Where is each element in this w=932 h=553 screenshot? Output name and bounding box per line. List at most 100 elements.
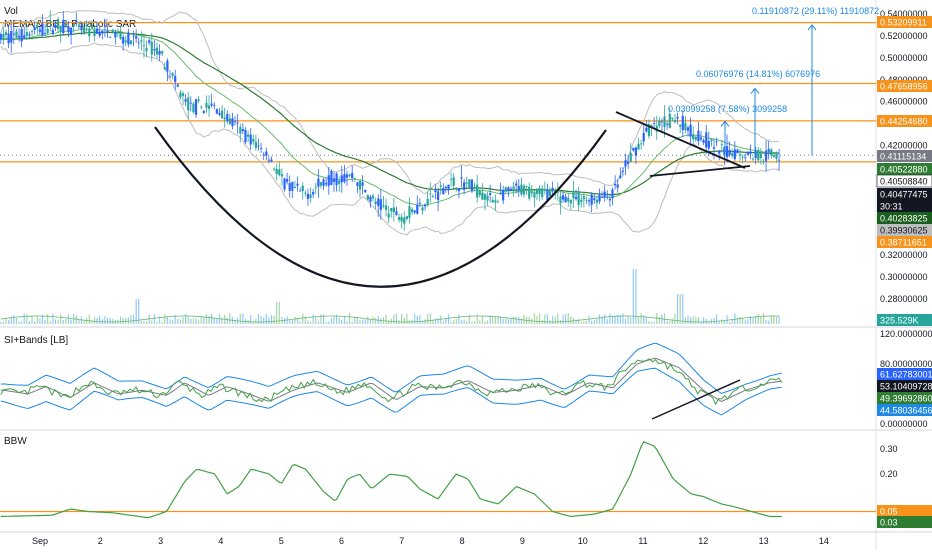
volume-bar xyxy=(596,318,598,324)
si-value-badge: 61.62783001 xyxy=(877,368,932,380)
candle-body xyxy=(377,198,380,206)
volume-bar xyxy=(203,316,205,324)
candle-body xyxy=(442,188,445,195)
volume-bar xyxy=(708,321,710,324)
candle-body xyxy=(481,192,484,200)
ema-fast-line xyxy=(0,28,780,206)
candle-body xyxy=(452,177,455,186)
volume-bar xyxy=(99,315,101,324)
main-y-tick-label: 0.32000000 xyxy=(880,250,928,260)
main-pane: 0.03099258 (7.58%) 3099258 0.06076976 (14… xyxy=(0,6,879,324)
candle-body xyxy=(577,191,580,206)
volume-bar xyxy=(320,314,322,324)
candle-body xyxy=(736,149,739,154)
candle-body xyxy=(304,192,307,194)
volume-bar xyxy=(52,313,54,324)
volume-bar xyxy=(299,321,301,324)
candle-body xyxy=(36,25,39,29)
candle-body xyxy=(64,23,67,26)
volume-bar xyxy=(257,314,260,324)
candle-body xyxy=(642,132,645,142)
candle-body xyxy=(262,154,265,156)
volume-bar xyxy=(369,319,372,324)
volume-bar xyxy=(669,321,671,324)
candle-body xyxy=(611,189,614,199)
candle-body xyxy=(567,197,570,202)
volume-bar xyxy=(455,319,457,324)
volume-bar xyxy=(307,320,309,324)
candle-body xyxy=(10,30,13,43)
candle-body xyxy=(249,134,252,145)
volume-bar xyxy=(692,316,694,324)
volume-bar xyxy=(598,314,601,324)
candle-body xyxy=(171,73,174,76)
candle-body xyxy=(616,184,619,188)
candle-body xyxy=(460,177,463,179)
candle-body xyxy=(4,32,8,35)
candle-body xyxy=(749,151,752,154)
candle-body xyxy=(437,191,440,201)
candle-body xyxy=(548,191,552,197)
volume-bar xyxy=(682,294,684,324)
candle-body xyxy=(197,99,200,101)
candle-body xyxy=(397,217,401,220)
volume-bar xyxy=(341,320,343,324)
volume-bar xyxy=(213,317,215,324)
volume-bar xyxy=(226,317,228,324)
candle-body xyxy=(733,149,736,160)
volume-bar xyxy=(736,317,739,324)
candle-body xyxy=(489,193,492,195)
volume-bar xyxy=(565,313,567,324)
candle-body xyxy=(351,172,354,179)
main-price-badge: 30:31 xyxy=(877,200,932,212)
candle-body xyxy=(30,31,34,33)
volume-bar xyxy=(148,314,150,324)
volume-bar xyxy=(611,315,614,324)
volume-bar xyxy=(354,317,356,324)
candle-body xyxy=(450,179,453,180)
volume-bar xyxy=(562,314,564,324)
candle-body xyxy=(710,139,713,141)
candle-body xyxy=(520,184,523,195)
candle-body xyxy=(106,30,109,33)
candle-body xyxy=(507,187,510,192)
volume-bar xyxy=(729,321,731,324)
candle-body xyxy=(218,113,221,115)
candle-body xyxy=(418,202,421,204)
x-tick-label: 13 xyxy=(759,536,769,546)
candle-body xyxy=(33,27,36,31)
volume-bar xyxy=(604,314,606,324)
triangle-lower-drawing xyxy=(649,165,751,177)
volume-bar xyxy=(8,320,10,324)
candle-body xyxy=(306,193,310,199)
volume-bar xyxy=(351,321,353,324)
x-tick-label: 5 xyxy=(279,536,284,546)
volume-bar xyxy=(414,313,416,324)
bbw-y-tick-label: 0.20 xyxy=(880,469,898,479)
volume-bar xyxy=(200,317,202,324)
candles xyxy=(0,10,781,231)
volume-bar xyxy=(273,315,275,324)
candle-body xyxy=(676,117,679,119)
candle-body xyxy=(72,24,75,27)
volume-bar xyxy=(325,321,327,324)
volume-bar xyxy=(645,317,647,324)
price-scale: 0.54000000 0.52000000 0.50000000 0.48000000… xyxy=(876,9,932,528)
candle-body xyxy=(140,40,143,42)
candle-body xyxy=(772,154,775,157)
candle-body xyxy=(77,25,80,28)
candle-body xyxy=(663,116,666,128)
candle-body xyxy=(574,196,578,200)
si-trendline-drawing xyxy=(651,379,741,420)
candle-body xyxy=(345,174,349,178)
volume-bar xyxy=(497,315,499,324)
candle-body xyxy=(111,29,114,33)
volume-bar xyxy=(575,319,577,324)
si-value-badge: 44.58036456 xyxy=(877,404,932,416)
candle-body xyxy=(116,32,120,34)
candle-body xyxy=(270,159,273,162)
candle-body xyxy=(476,184,479,198)
candle-body xyxy=(85,25,88,27)
volume-bar xyxy=(21,321,23,324)
volume-bar xyxy=(302,313,304,324)
